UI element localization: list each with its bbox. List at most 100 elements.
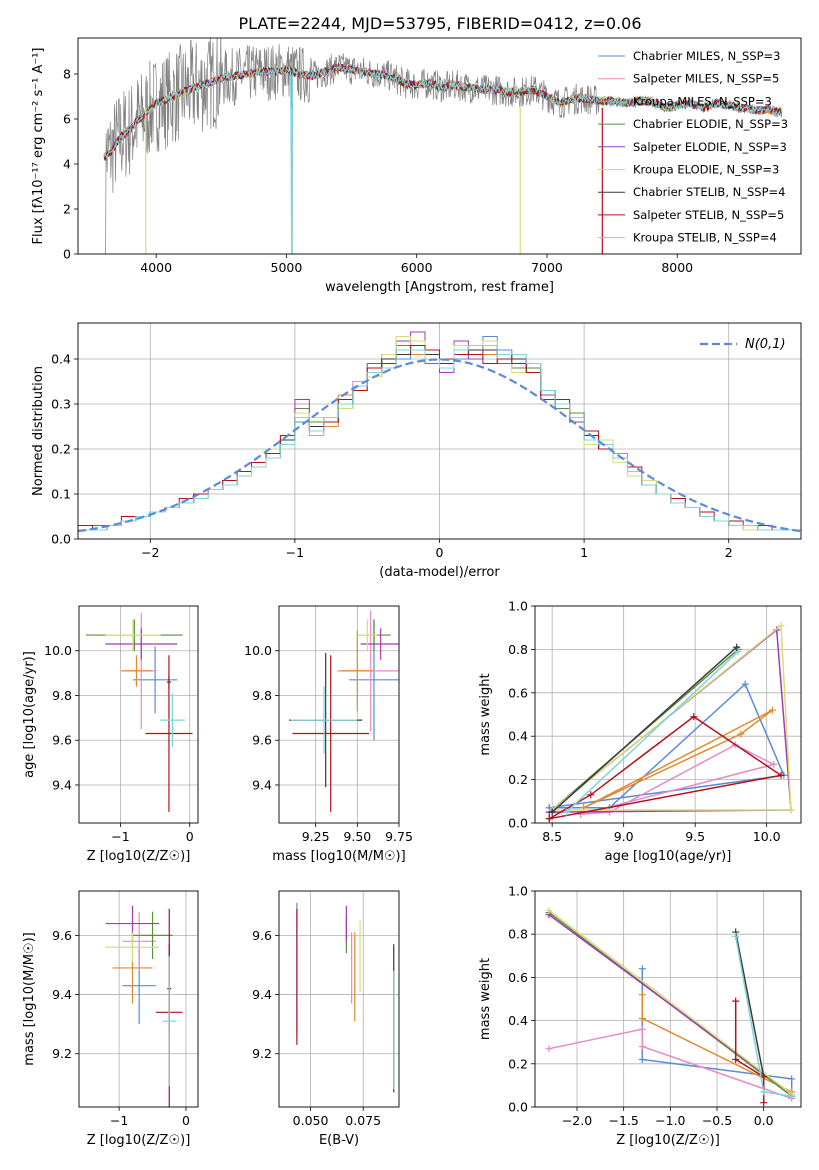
x-tick-label: 0 bbox=[182, 1113, 190, 1128]
figure-title: PLATE=2244, MJD=53795, FIBERID=0412, z=0… bbox=[238, 14, 641, 33]
y-tick-label: 0 bbox=[63, 247, 71, 262]
y-tick-label: 0.0 bbox=[51, 532, 71, 547]
y-tick-label: 9.2 bbox=[252, 1046, 272, 1061]
y-tick-label: 6 bbox=[63, 112, 71, 127]
legend-label-7: Salpeter STELIB, N_SSP=5 bbox=[633, 208, 784, 222]
errorbar-point-7 bbox=[292, 655, 369, 812]
panel-mass_vs_Z: −1 0 9.2 9.4 9.6 Z [log10(Z/Z☉)] mass [log10(M… bbox=[22, 890, 199, 1148]
x-axis-label: mass [log10(M/M☉)] bbox=[272, 849, 405, 864]
weight-marker bbox=[638, 991, 646, 999]
weight-line-6 bbox=[734, 931, 765, 1077]
errorbar-point-4 bbox=[360, 628, 399, 660]
x-axis-label: E(B-V) bbox=[319, 1133, 359, 1148]
legend-label-6: Chabrier STELIB, N_SSP=4 bbox=[633, 185, 785, 199]
weight-marker bbox=[562, 808, 570, 816]
x-tick-label: 10.0 bbox=[753, 829, 781, 844]
weight-marker bbox=[737, 730, 745, 738]
weight-marker bbox=[732, 997, 740, 1005]
x-tick-label: 0.0 bbox=[754, 1113, 774, 1128]
plot-age_vs_mass bbox=[279, 606, 399, 823]
legend-label-3: Chabrier ELODIE, N_SSP=3 bbox=[633, 117, 788, 131]
y-tick-label: 0.4 bbox=[508, 729, 528, 744]
y-tick-label: 9.6 bbox=[52, 928, 72, 943]
y-axis-label: mass [log10(M/M☉)] bbox=[22, 932, 37, 1065]
weight-marker bbox=[768, 706, 776, 714]
axes-frame bbox=[534, 605, 802, 824]
y-tick-label: 9.6 bbox=[52, 733, 72, 748]
x-axis-label: wavelength [Angstrom, rest frame] bbox=[325, 280, 554, 295]
x-tick-label: 9.25 bbox=[302, 829, 330, 844]
x-axis-label: Z [log10(Z/Z☉)] bbox=[87, 849, 191, 864]
errorbar-point-8 bbox=[162, 956, 176, 1087]
plot-area: 4000 5000 6000 7000 8000 0 2 4 6 8 wavelength [Ang… bbox=[22, 37, 802, 1148]
y-tick-label: 9.8 bbox=[52, 688, 72, 703]
weight-marker bbox=[587, 791, 595, 799]
x-tick-label: 2 bbox=[725, 545, 733, 560]
y-tick-label: 9.2 bbox=[52, 1046, 72, 1061]
x-tick-label: 0 bbox=[186, 829, 194, 844]
errorbar-point-3 bbox=[132, 911, 173, 960]
panel-weight_vs_age: 8.5 9.0 9.5 10.0 0.0 0.2 0.4 0.6 0.8 1.0 age [log1… bbox=[478, 599, 802, 864]
panel-age_vs_Z: −1 0 9.4 9.6 9.8 10.0 Z [log10(Z/Z☉)] age [log1… bbox=[22, 605, 199, 864]
errorbar-point-5 bbox=[357, 619, 378, 651]
x-tick-label: −2.0 bbox=[562, 1113, 592, 1128]
weight-marker bbox=[760, 1099, 768, 1107]
x-tick-label: −1.5 bbox=[608, 1113, 638, 1128]
y-axis-label: Flux [fλ10⁻¹⁷ erg cm⁻² s⁻¹ A⁻¹] bbox=[31, 48, 46, 245]
y-tick-label: 0.8 bbox=[508, 927, 528, 942]
plot-mass_vs_EBV bbox=[279, 891, 399, 1107]
x-axis-label: Z [log10(Z/Z☉)] bbox=[616, 1133, 720, 1148]
errorbar-point-8 bbox=[290, 686, 358, 754]
y-tick-label: 0.2 bbox=[508, 772, 528, 787]
x-axis-label: Z [log10(Z/Z☉)] bbox=[87, 1133, 191, 1148]
weight-line-2 bbox=[583, 709, 773, 809]
weight-marker bbox=[777, 771, 785, 779]
y-tick-label: 10.0 bbox=[244, 643, 272, 658]
axes-frame bbox=[78, 605, 199, 824]
errorbar-point-0 bbox=[132, 646, 178, 714]
axes-frame bbox=[278, 890, 400, 1108]
x-tick-label: 1 bbox=[580, 545, 588, 560]
weight-line-1 bbox=[548, 1028, 792, 1100]
weight-marker bbox=[545, 906, 553, 914]
weight-marker bbox=[545, 1045, 553, 1053]
y-tick-label: 9.6 bbox=[252, 928, 272, 943]
errorbar-point-2 bbox=[121, 655, 152, 687]
x-axis-label: (data-model)/error bbox=[379, 565, 500, 580]
y-tick-label: 9.6 bbox=[252, 733, 272, 748]
plot-spectrum bbox=[103, 38, 782, 254]
y-tick-label: 0.0 bbox=[508, 816, 528, 831]
y-axis-label: age [log10(age/yr)] bbox=[22, 651, 37, 778]
normal-distribution-curve bbox=[78, 358, 801, 533]
x-tick-label: 4000 bbox=[140, 260, 172, 275]
panel-spectrum: 4000 5000 6000 7000 8000 0 2 4 6 8 wavelength [Ang… bbox=[31, 37, 802, 295]
errorbar-point-4 bbox=[105, 628, 178, 660]
weight-line-4 bbox=[548, 628, 792, 813]
weight-marker bbox=[732, 1055, 740, 1063]
x-tick-label: 7000 bbox=[531, 260, 563, 275]
legend-label-normal: N(0,1) bbox=[745, 337, 786, 352]
y-tick-label: 0.4 bbox=[508, 1013, 528, 1028]
y-tick-label: 0.2 bbox=[51, 442, 71, 457]
errorbar-point-8 bbox=[159, 693, 185, 747]
panel-age_vs_mass: 9.25 9.50 9.75 9.4 9.6 9.8 10.0 mass [log10(M/M… bbox=[244, 605, 413, 864]
legend: Chabrier MILES, N_SSP=3 Salpeter MILES, N… bbox=[598, 49, 788, 245]
weight-marker bbox=[777, 622, 785, 630]
y-tick-label: 8 bbox=[63, 67, 71, 82]
plot-mass_vs_Z bbox=[79, 891, 198, 1107]
errorbar-point-2 bbox=[340, 630, 374, 712]
x-tick-label: −1 bbox=[111, 829, 129, 844]
legend-label-0: Chabrier MILES, N_SSP=3 bbox=[633, 49, 780, 63]
weight-line-6 bbox=[551, 646, 738, 813]
weight-marker bbox=[545, 815, 553, 823]
x-tick-label: −1 bbox=[110, 1113, 128, 1128]
histogram-series-8 bbox=[78, 345, 801, 539]
x-tick-label: −1 bbox=[286, 545, 304, 560]
axes-frame bbox=[534, 890, 802, 1108]
y-tick-label: 9.4 bbox=[52, 777, 72, 792]
weight-marker bbox=[734, 648, 742, 656]
x-tick-label: 0 bbox=[436, 545, 444, 560]
weight-marker bbox=[760, 1088, 768, 1096]
weight-line-5 bbox=[548, 909, 793, 1095]
